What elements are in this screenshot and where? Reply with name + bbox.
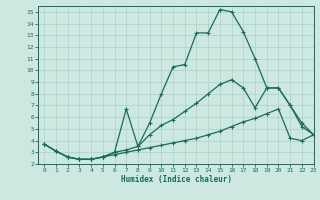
X-axis label: Humidex (Indice chaleur): Humidex (Indice chaleur) [121, 175, 231, 184]
